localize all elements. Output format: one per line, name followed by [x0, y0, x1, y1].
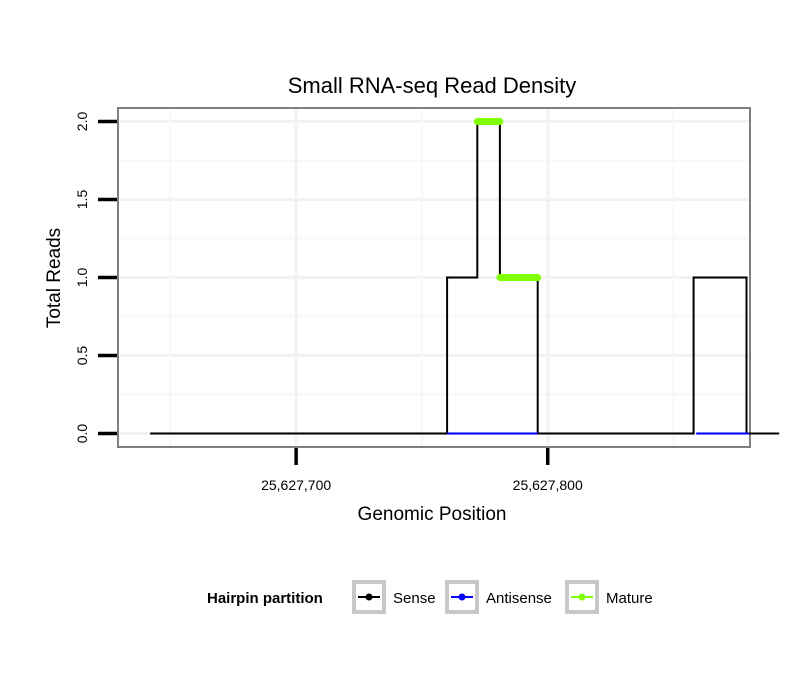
y-tick-label: 2.0	[74, 112, 90, 132]
legend-item-sense: Sense	[352, 580, 436, 614]
legend-label: Antisense	[486, 590, 552, 607]
x-tick-label: 25,627,800	[513, 477, 583, 493]
legend-key-point	[578, 593, 586, 601]
y-axis-label: Total Reads	[44, 228, 65, 328]
y-tick-label: 1.5	[74, 190, 90, 210]
y-tick-label: 0.0	[74, 424, 90, 444]
y-tick-label: 0.5	[74, 346, 90, 366]
legend: Hairpin partition Sense Antisense Mature	[207, 580, 653, 614]
legend-title: Hairpin partition	[207, 590, 323, 607]
legend-key-point	[365, 593, 373, 601]
x-tick-label: 25,627,700	[261, 477, 331, 493]
y-tick-label: 1.0	[74, 268, 90, 288]
legend-item-antisense: Antisense	[445, 580, 552, 614]
legend-label: Sense	[393, 590, 436, 607]
legend-label: Mature	[606, 590, 653, 607]
chart-title: Small RNA-seq Read Density	[288, 73, 577, 98]
legend-key-point	[458, 593, 466, 601]
series-layer	[150, 118, 780, 435]
legend-item-mature: Mature	[565, 580, 653, 614]
y-axis: 0.0 0.5 1.0 1.5 2.0	[74, 112, 117, 444]
x-axis: 25,627,700 25,627,800	[261, 448, 583, 493]
grid-lines	[120, 109, 749, 446]
x-axis-label: Genomic Position	[358, 504, 507, 525]
